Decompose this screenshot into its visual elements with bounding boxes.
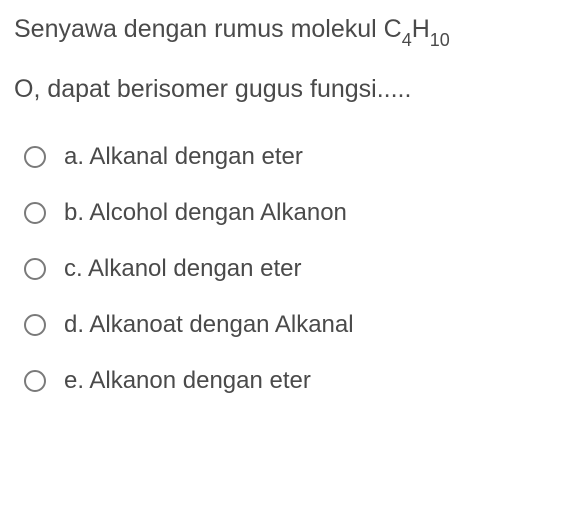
option-text: e. Alkanon dengan eter xyxy=(64,367,311,395)
question-sub1: 4 xyxy=(402,30,412,50)
option-text: c. Alkanol dengan eter xyxy=(64,255,302,283)
option-text: b. Alcohol dengan Alkanon xyxy=(64,199,347,227)
question-line2: O, dapat berisomer gugus fungsi..... xyxy=(14,72,551,107)
radio-icon[interactable] xyxy=(24,314,46,336)
option-label: Alkanol dengan eter xyxy=(88,255,302,282)
question-text: Senyawa dengan rumus molekul C4H10 O, da… xyxy=(14,12,551,107)
radio-icon[interactable] xyxy=(24,146,46,168)
question-line1-pre: Senyawa dengan rumus molekul C xyxy=(14,15,402,43)
radio-icon[interactable] xyxy=(24,370,46,392)
radio-icon[interactable] xyxy=(24,202,46,224)
option-e[interactable]: e. Alkanon dengan eter xyxy=(24,367,551,395)
options-list: a. Alkanal dengan eter b. Alcohol dengan… xyxy=(14,143,551,395)
option-b[interactable]: b. Alcohol dengan Alkanon xyxy=(24,199,551,227)
option-text: a. Alkanal dengan eter xyxy=(64,143,303,171)
option-letter: e. xyxy=(64,367,84,394)
option-letter: a. xyxy=(64,143,84,170)
option-letter: b. xyxy=(64,199,84,226)
option-a[interactable]: a. Alkanal dengan eter xyxy=(24,143,551,171)
option-label: Alkanal dengan eter xyxy=(89,143,303,170)
option-letter: c. xyxy=(64,255,83,282)
option-letter: d. xyxy=(64,311,84,338)
option-d[interactable]: d. Alkanoat dengan Alkanal xyxy=(24,311,551,339)
option-text: d. Alkanoat dengan Alkanal xyxy=(64,311,354,339)
question-sub2: 10 xyxy=(430,30,450,50)
option-c[interactable]: c. Alkanol dengan eter xyxy=(24,255,551,283)
option-label: Alkanoat dengan Alkanal xyxy=(89,311,353,338)
option-label: Alcohol dengan Alkanon xyxy=(89,199,347,226)
question-line1-mid: H xyxy=(412,15,430,43)
option-label: Alkanon dengan eter xyxy=(89,367,311,394)
radio-icon[interactable] xyxy=(24,258,46,280)
